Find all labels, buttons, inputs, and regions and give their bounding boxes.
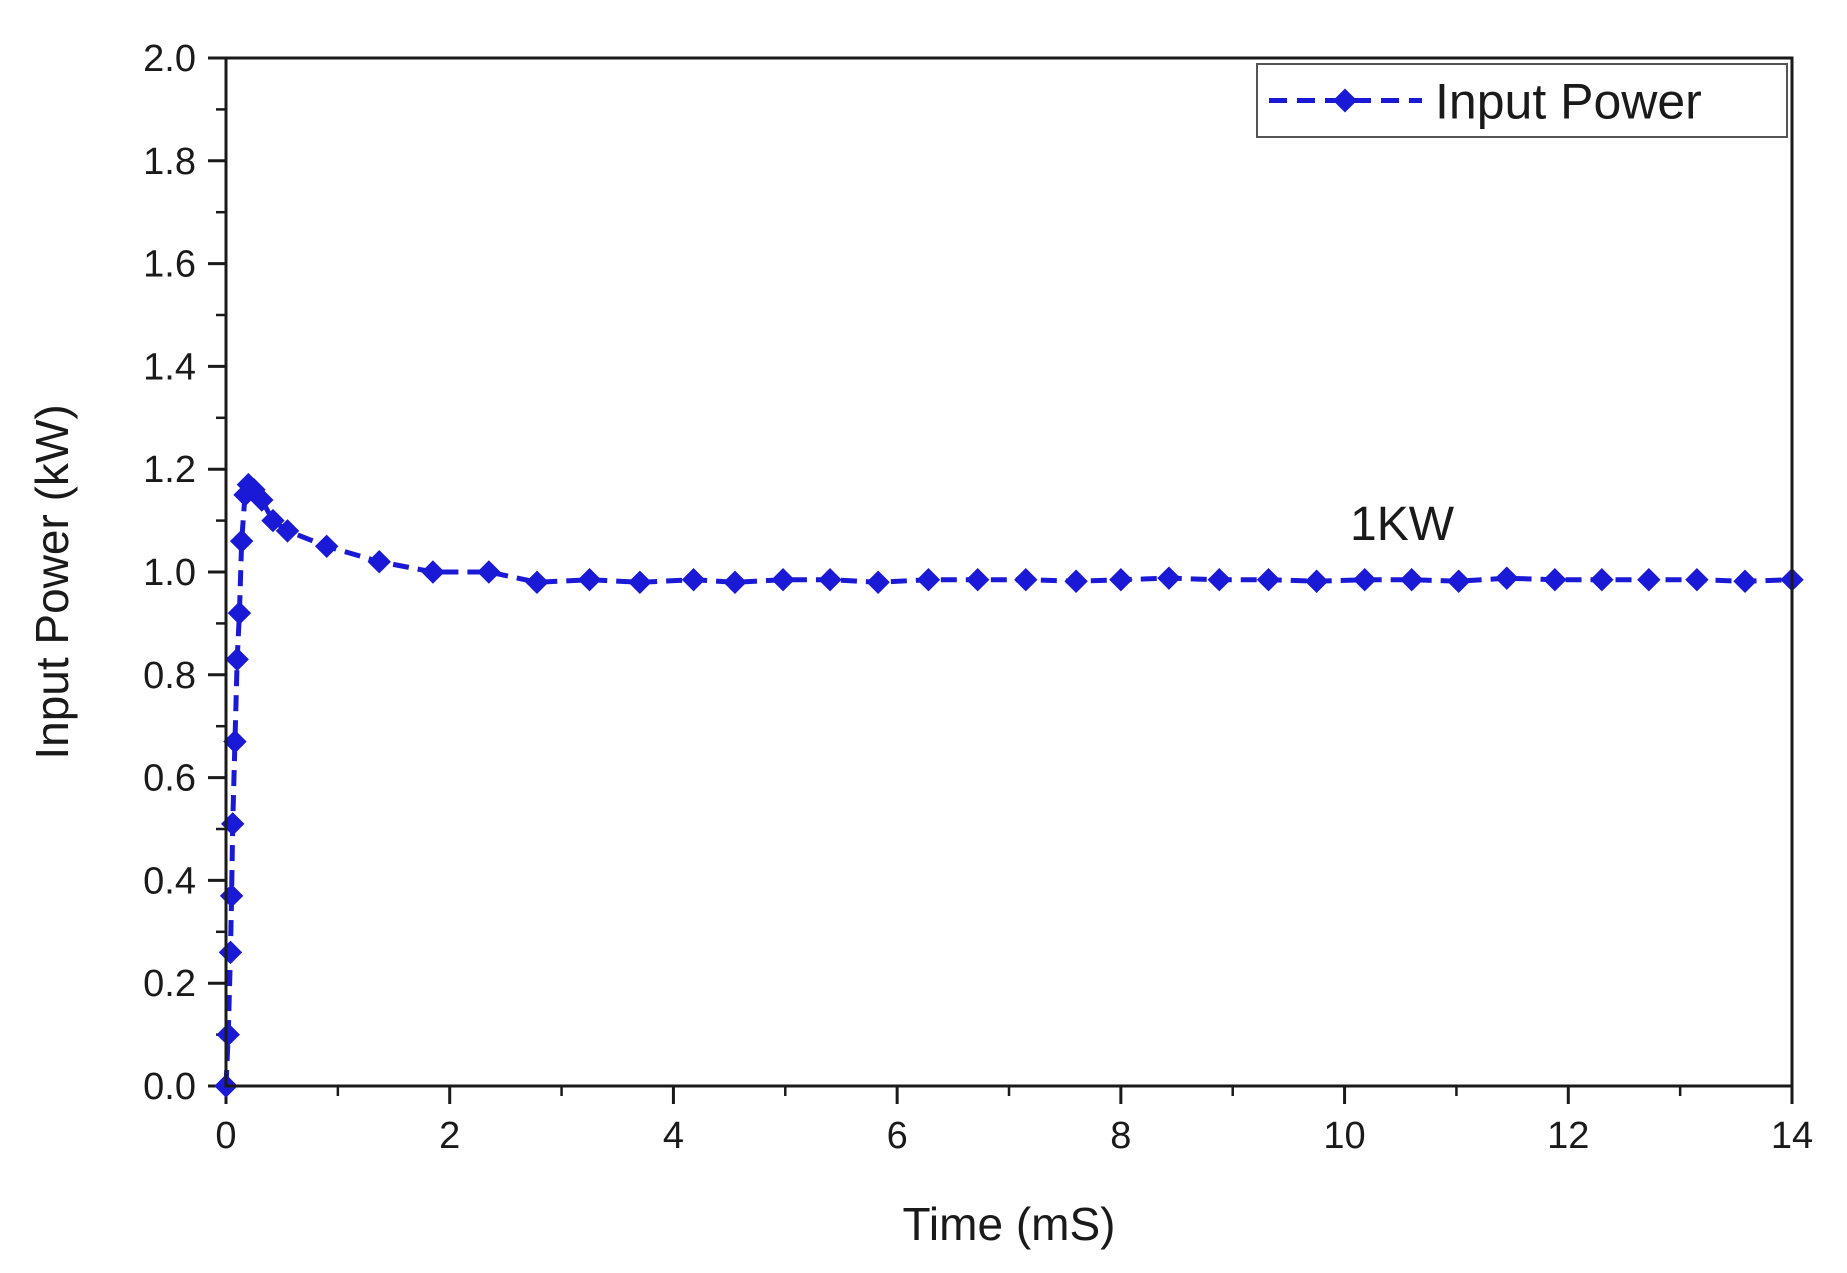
y-tick-labels: 0.0 0.2 0.4 0.6 0.8 1.0 1.2 1.4 1.6 1.8 2.0 [143, 38, 196, 1108]
x-tick-label: 4 [663, 1115, 684, 1157]
data-point [1109, 568, 1133, 592]
y-major-ticks [208, 56, 226, 1088]
series-layer [214, 472, 1804, 1098]
x-tick-label: 14 [1771, 1115, 1813, 1157]
data-point [1014, 568, 1038, 592]
data-point [628, 570, 652, 594]
data-point [681, 568, 706, 592]
y-tick-label: 1.8 [143, 141, 196, 183]
data-point [1637, 568, 1661, 592]
data-point [525, 570, 549, 594]
y-tick-label: 1.0 [143, 552, 196, 594]
data-point [250, 488, 274, 512]
data-point [965, 568, 990, 592]
y-tick-label: 2.0 [143, 38, 196, 80]
series-line-0 [223, 482, 1793, 1087]
x-tick-label: 12 [1547, 1115, 1589, 1157]
y-tick-label: 0.4 [143, 860, 196, 902]
x-axis-title: Time (mS) [903, 1198, 1116, 1250]
data-point [1543, 568, 1567, 592]
y-tick-label: 1.4 [143, 346, 196, 388]
data-point [1685, 568, 1709, 592]
data-point [1064, 569, 1088, 593]
data-point [421, 560, 445, 584]
data-point [1399, 568, 1424, 592]
legend-label: Input Power [1435, 74, 1702, 130]
data-point [223, 729, 247, 754]
data-point [866, 570, 890, 594]
y-minor-ticks [216, 108, 226, 1036]
y-tick-label: 0.0 [143, 1066, 196, 1108]
data-point [367, 550, 391, 574]
data-point [577, 568, 602, 592]
x-tick-label: 2 [439, 1115, 460, 1157]
data-point [771, 568, 795, 592]
annotation-1kw: 1KW [1350, 498, 1455, 551]
data-point [218, 940, 243, 965]
y-tick-label: 0.8 [143, 655, 196, 697]
y-tick-label: 0.6 [143, 758, 196, 800]
data-point [229, 529, 254, 553]
data-point [1495, 566, 1519, 590]
data-point [225, 647, 249, 672]
data-point [1733, 569, 1757, 593]
data-point [227, 601, 252, 625]
x-tick-labels: 0 2 4 6 8 10 12 14 [215, 1115, 1813, 1157]
y-tick-label: 1.2 [143, 449, 196, 491]
data-point [1157, 566, 1181, 590]
data-point [1207, 568, 1231, 592]
data-point [916, 568, 941, 592]
legend: Input Power [1256, 63, 1788, 138]
data-point [723, 570, 747, 594]
y-tick-label: 0.2 [143, 963, 196, 1005]
legend-marker-diamond [1333, 88, 1357, 113]
x-tick-label: 8 [1110, 1115, 1131, 1157]
data-point [314, 534, 339, 559]
data-point [1304, 569, 1329, 593]
x-tick-label: 0 [215, 1115, 236, 1157]
data-point [818, 568, 842, 592]
y-axis-title: Input Power (kW) [26, 404, 78, 759]
data-point [216, 1022, 240, 1047]
data-point [1590, 568, 1614, 592]
y-tick-label: 1.6 [143, 244, 196, 286]
data-point [219, 884, 244, 908]
x-tick-label: 6 [887, 1115, 908, 1157]
data-point [275, 519, 300, 543]
x-minor-ticks [336, 1086, 1682, 1096]
data-point [1446, 569, 1471, 593]
data-point [1256, 568, 1281, 592]
x-tick-label: 10 [1323, 1115, 1365, 1157]
data-point [477, 560, 501, 584]
data-point [1352, 568, 1377, 592]
plot-frame [224, 56, 1794, 1088]
data-point [261, 508, 285, 533]
